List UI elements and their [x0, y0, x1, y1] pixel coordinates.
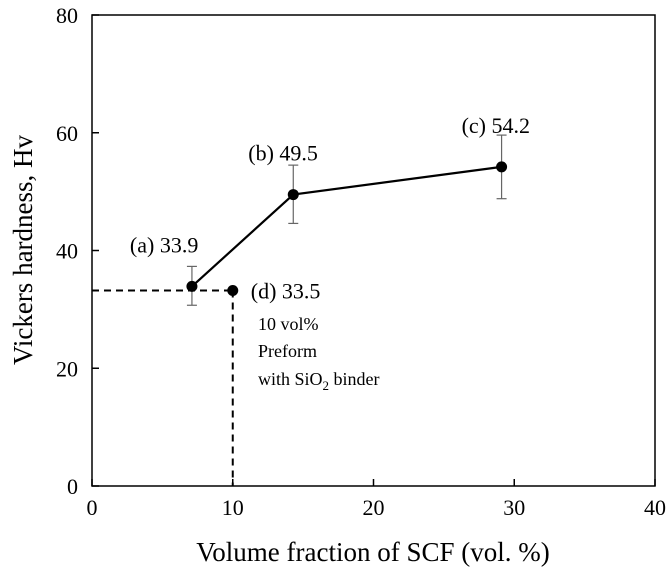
data-label-2: (c) 54.2: [462, 113, 530, 138]
y-tick-label-0: 0: [67, 474, 78, 499]
series-line: [191, 165, 502, 288]
data-label-d: (d) 33.5: [251, 279, 321, 304]
data-labels: (a) 33.9 (b) 49.5 (c) 54.2 (d) 33.5: [130, 113, 530, 304]
x-tick-label-30: 30: [503, 495, 525, 520]
data-label-1: (b) 49.5: [248, 141, 318, 166]
data-points: [186, 161, 508, 297]
reference-lines: [92, 289, 234, 486]
x-axis-title: Volume fraction of SCF (vol. %): [196, 537, 549, 567]
x-tick-label-20: 20: [363, 495, 385, 520]
y-tick-label-80: 80: [56, 3, 78, 28]
data-point-d: [227, 285, 239, 297]
y-tick-label-60: 60: [56, 121, 78, 146]
x-tick-label-40: 40: [644, 495, 666, 520]
data-point-0: [186, 280, 198, 292]
x-tick-label-0: 0: [87, 495, 98, 520]
annotation-line-3: with SiO2 binder: [258, 369, 380, 393]
series-lines: [191, 165, 502, 288]
y-axis-title: Vickers hardness, Hv: [8, 134, 38, 365]
error-bars: [186, 134, 507, 306]
annotation-line-1: 10 vol%: [258, 314, 319, 334]
preform-annotation: 10 vol% Preform with SiO2 binder: [258, 314, 380, 393]
annotation-line-2: Preform: [258, 341, 317, 361]
axis-ticks: 0 10 20 30 40 0 20 40 60 80: [56, 3, 666, 520]
y-tick-label-20: 20: [56, 356, 78, 381]
x-tick-label-10: 10: [222, 495, 244, 520]
y-tick-label-40: 40: [56, 239, 78, 264]
data-point-2: [496, 161, 508, 173]
data-label-0: (a) 33.9: [130, 232, 198, 257]
data-point-1: [287, 189, 299, 201]
